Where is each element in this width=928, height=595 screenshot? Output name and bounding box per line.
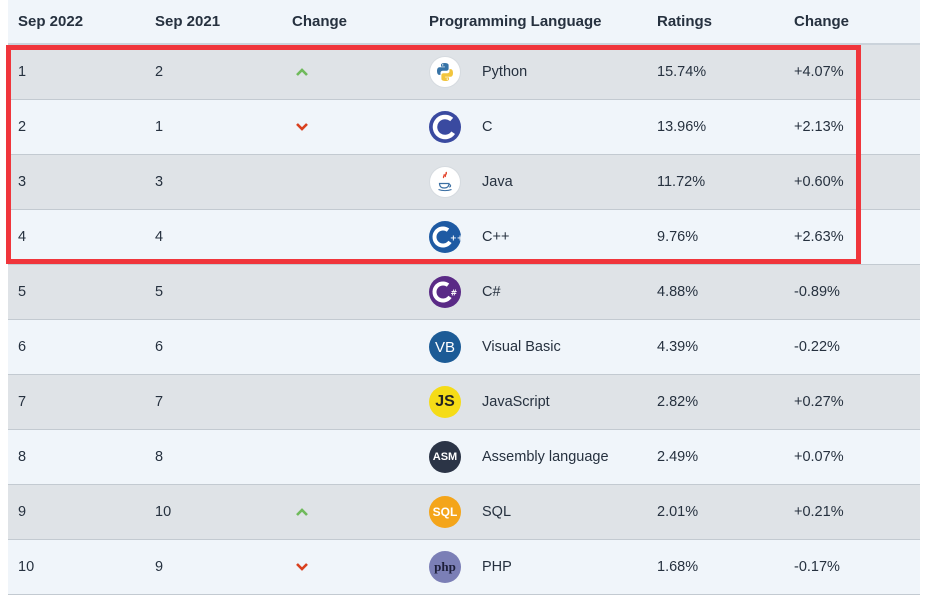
language-cell: Python — [419, 56, 647, 88]
table-row[interactable]: 10 9 php PHP 1.68% -0.17% — [8, 540, 920, 595]
rank-change-cell — [282, 67, 419, 77]
c-logo-icon — [429, 111, 461, 143]
rank-current: 9 — [18, 504, 27, 520]
rank-previous: 5 — [155, 284, 164, 300]
language-name[interactable]: C++ — [482, 229, 510, 245]
rank-previous: 1 — [155, 119, 164, 135]
rating-value: 2.49% — [657, 449, 699, 465]
rating-value: 2.01% — [657, 504, 699, 520]
language-name[interactable]: Assembly language — [482, 449, 609, 465]
sql-logo-icon: SQL — [429, 496, 461, 528]
js-logo-icon: JS — [429, 386, 461, 418]
rank-current: 1 — [18, 64, 27, 80]
rating-change-value: +2.63% — [794, 229, 844, 245]
rank-previous: 9 — [155, 559, 164, 575]
rating-change-value: +0.07% — [794, 449, 844, 465]
rating-value: 4.39% — [657, 339, 699, 355]
arrow-down-icon — [292, 122, 309, 132]
rating-change-value: +0.21% — [794, 504, 844, 520]
header-change[interactable]: Change — [292, 13, 348, 30]
ranking-table: Sep 2022 Sep 2021 Change Programming Lan… — [8, 0, 920, 595]
table-row[interactable]: 4 4 ++ C++ 9.76% +2.63% — [8, 210, 920, 265]
language-name[interactable]: C# — [482, 284, 501, 300]
rank-previous: 6 — [155, 339, 164, 355]
header-rating-change[interactable]: Change — [794, 13, 850, 30]
rating-change-value: +4.07% — [794, 64, 844, 80]
rating-change-value: -0.22% — [794, 339, 840, 355]
language-cell: Java — [419, 166, 647, 198]
table-row[interactable]: 8 8 ASM Assembly language 2.49% +0.07% — [8, 430, 920, 485]
rating-value: 15.74% — [657, 64, 707, 80]
table-row[interactable]: 1 2 Python 15.74% +4.07% — [8, 45, 920, 100]
rank-change-cell — [282, 507, 419, 517]
rank-current: 3 — [18, 174, 27, 190]
arrow-up-icon — [292, 67, 309, 77]
java-logo-icon — [429, 166, 461, 198]
table-row[interactable]: 9 10 SQL SQL 2.01% +0.21% — [8, 485, 920, 540]
rating-value: 4.88% — [657, 284, 699, 300]
language-name[interactable]: Java — [482, 174, 513, 190]
rating-change-value: -0.17% — [794, 559, 840, 575]
rank-previous: 3 — [155, 174, 164, 190]
rating-change-value: +0.60% — [794, 174, 844, 190]
header-ratings[interactable]: Ratings — [657, 13, 713, 30]
language-name[interactable]: Python — [482, 64, 528, 80]
rank-previous: 10 — [155, 504, 172, 520]
rank-previous: 7 — [155, 394, 164, 410]
rank-current: 2 — [18, 119, 27, 135]
rating-change-value: -0.89% — [794, 284, 840, 300]
language-cell: # C# — [419, 276, 647, 308]
header-language[interactable]: Programming Language — [429, 13, 602, 30]
language-cell: SQL SQL — [419, 496, 647, 528]
php-logo-icon: php — [429, 551, 461, 583]
svg-text:++: ++ — [450, 234, 461, 243]
header-sep-2022[interactable]: Sep 2022 — [18, 13, 84, 30]
rank-change-cell — [282, 562, 419, 572]
rank-previous: 4 — [155, 229, 164, 245]
language-name[interactable]: JavaScript — [482, 394, 550, 410]
header-sep-2021[interactable]: Sep 2021 — [155, 13, 221, 30]
table-row[interactable]: 5 5 # C# 4.88% -0.89% — [8, 265, 920, 320]
rank-current: 4 — [18, 229, 27, 245]
language-name[interactable]: C — [482, 119, 493, 135]
rating-value: 2.82% — [657, 394, 699, 410]
python-logo-icon — [429, 56, 461, 88]
language-cell: php PHP — [419, 551, 647, 583]
svg-text:#: # — [451, 289, 458, 298]
table-body: 1 2 Python 15.74% +4.07% 2 1 C 13.96% +2.13% 3 3 Jav… — [8, 45, 920, 595]
rank-previous: 2 — [155, 64, 164, 80]
rank-current: 10 — [18, 559, 35, 575]
table-row[interactable]: 6 6 VB Visual Basic 4.39% -0.22% — [8, 320, 920, 375]
rating-value: 11.72% — [657, 174, 706, 190]
cpp-logo-icon: ++ — [429, 221, 461, 253]
rank-current: 5 — [18, 284, 27, 300]
rank-previous: 8 — [155, 449, 164, 465]
rating-change-value: +0.27% — [794, 394, 844, 410]
language-name[interactable]: SQL — [482, 504, 512, 520]
language-cell: ++ C++ — [419, 221, 647, 253]
rank-current: 8 — [18, 449, 27, 465]
language-cell: VB Visual Basic — [419, 331, 647, 363]
table-header: Sep 2022 Sep 2021 Change Programming Lan… — [8, 0, 920, 45]
language-cell: C — [419, 111, 647, 143]
language-name[interactable]: Visual Basic — [482, 339, 561, 355]
table-row[interactable]: 2 1 C 13.96% +2.13% — [8, 100, 920, 155]
rank-current: 6 — [18, 339, 27, 355]
rank-change-cell — [282, 122, 419, 132]
table-row[interactable]: 3 3 Java 11.72% +0.60% — [8, 155, 920, 210]
arrow-down-icon — [292, 562, 309, 572]
arrow-up-icon — [292, 507, 309, 517]
table-row[interactable]: 7 7 JS JavaScript 2.82% +0.27% — [8, 375, 920, 430]
asm-logo-icon: ASM — [429, 441, 461, 473]
rating-value: 1.68% — [657, 559, 699, 575]
language-cell: ASM Assembly language — [419, 441, 647, 473]
language-cell: JS JavaScript — [419, 386, 647, 418]
language-name[interactable]: PHP — [482, 559, 512, 575]
csharp-logo-icon: # — [429, 276, 461, 308]
rating-change-value: +2.13% — [794, 119, 844, 135]
vb-logo-icon: VB — [429, 331, 461, 363]
rating-value: 13.96% — [657, 119, 707, 135]
rank-current: 7 — [18, 394, 27, 410]
rating-value: 9.76% — [657, 229, 699, 245]
